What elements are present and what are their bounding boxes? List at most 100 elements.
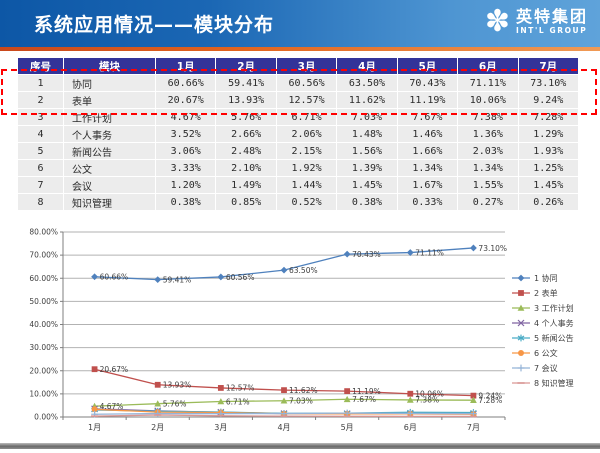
value-cell: 63.50%	[336, 74, 398, 92]
value-cell: 1.48%	[336, 125, 398, 143]
value-cell: 71.11%	[457, 74, 519, 92]
series-7	[91, 409, 477, 418]
svg-text:0.00%: 0.00%	[34, 413, 58, 422]
svg-text:7 会议: 7 会议	[534, 363, 558, 373]
value-cell: 1.34%	[457, 159, 519, 177]
table-header: 序号 模块 1月 2月 3月 4月 5月 6月 7月	[17, 57, 580, 75]
svg-text:71.11%: 71.11%	[415, 248, 444, 257]
value-cell: 1.20%	[154, 176, 217, 194]
value-cell: 1.34%	[396, 159, 459, 177]
table-row: 3 工作计划 4.67% 5.76% 6.71% 7.03% 7.67% 7.38% 7.28%	[17, 108, 580, 126]
svg-text:7.67%: 7.67%	[352, 395, 376, 404]
value-cell: 2.15%	[275, 142, 338, 160]
value-cell: 20.67%	[154, 91, 217, 109]
value-cell: 9.24%	[517, 91, 580, 109]
legend-item-7: 7 会议	[512, 363, 558, 373]
svg-text:4.67%: 4.67%	[100, 402, 124, 411]
value-cell: 1.25%	[517, 159, 580, 177]
value-cell: 59.41%	[215, 74, 277, 92]
value-cell: 73.10%	[517, 74, 580, 92]
svg-text:6 公文: 6 公文	[534, 348, 558, 358]
table-row: 2 表单 20.67% 13.93% 12.57% 11.62% 11.19% 10.06% 9…	[17, 91, 580, 109]
value-cell: 7.03%	[336, 108, 398, 126]
svg-text:50.00%: 50.00%	[29, 297, 58, 306]
value-cell: 3.52%	[154, 125, 217, 143]
svg-text:1月: 1月	[88, 423, 101, 432]
legend-item-8: 8 知识管理	[512, 378, 574, 388]
svg-text:1 协同: 1 协同	[534, 273, 558, 283]
value-cell: 4.67%	[154, 108, 217, 126]
value-cell: 2.66%	[215, 125, 277, 143]
value-cell: 0.52%	[275, 193, 338, 211]
svg-text:2月: 2月	[151, 423, 164, 432]
value-cell: 1.49%	[215, 176, 277, 194]
value-cell: 1.36%	[457, 125, 519, 143]
module-name-cell: 公文	[63, 159, 156, 177]
svg-text:3 工作计划: 3 工作计划	[534, 303, 574, 313]
pinwheel-icon: ✽	[484, 4, 510, 39]
svg-text:11.62%: 11.62%	[289, 386, 318, 395]
module-name-cell: 个人事务	[63, 125, 156, 143]
value-cell: 1.46%	[396, 125, 459, 143]
company-subtitle: INT'L GROUP	[515, 26, 588, 36]
slide-title: 系统应用情况——模块分布	[34, 14, 275, 36]
legend-item-5: 5 新闻公告	[512, 333, 574, 343]
svg-text:30.00%: 30.00%	[29, 343, 58, 352]
series-2	[91, 366, 477, 399]
value-cell: 1.45%	[336, 176, 398, 194]
table-row: 7 会议 1.20% 1.49% 1.44% 1.45% 1.67% 1.55% 1.45%	[17, 176, 580, 194]
svg-text:40.00%: 40.00%	[29, 320, 58, 329]
value-cell: 1.44%	[275, 176, 338, 194]
value-cell: 0.26%	[517, 193, 580, 211]
value-cell: 2.10%	[215, 159, 277, 177]
value-cell: 7.28%	[517, 108, 580, 126]
value-cell: 70.43%	[396, 74, 459, 92]
svg-text:8 知识管理: 8 知识管理	[534, 378, 574, 388]
value-cell: 0.33%	[396, 193, 459, 211]
svg-text:60.66%: 60.66%	[100, 273, 129, 282]
legend-item-2: 2 表单	[512, 288, 558, 298]
series-lines	[90, 244, 478, 418]
value-cell: 0.27%	[457, 193, 519, 211]
module-name-cell: 表单	[63, 91, 156, 109]
svg-text:63.50%: 63.50%	[289, 266, 318, 275]
module-name-cell: 会议	[63, 176, 156, 194]
module-table: 序号 模块 1月 2月 3月 4月 5月 6月 7月 1 协同 60.66% 59.41% 60.56%…	[17, 57, 580, 211]
table-header-cell: 6月	[457, 57, 519, 75]
series-8	[90, 414, 478, 418]
svg-text:9.24%: 9.24%	[478, 391, 502, 400]
value-cell: 1.92%	[275, 159, 338, 177]
value-cell: 60.66%	[154, 74, 217, 92]
row-number-cell: 8	[17, 193, 64, 211]
svg-text:70.00%: 70.00%	[29, 251, 58, 260]
svg-text:80.00%: 80.00%	[29, 228, 58, 237]
footer-bar	[0, 443, 600, 449]
value-cell: 1.66%	[396, 142, 459, 160]
value-cell: 3.33%	[154, 159, 217, 177]
svg-text:4月: 4月	[277, 423, 290, 432]
series-3	[91, 395, 477, 410]
value-cell: 0.38%	[154, 193, 217, 211]
value-cell: 13.93%	[215, 91, 277, 109]
value-cell: 2.48%	[215, 142, 277, 160]
svg-text:59.41%: 59.41%	[163, 275, 192, 284]
table-row: 4 个人事务 3.52% 2.66% 2.06% 1.48% 1.46% 1.36% 1.29%	[17, 125, 580, 143]
svg-text:10.06%: 10.06%	[415, 390, 444, 399]
value-cell: 1.55%	[457, 176, 519, 194]
value-cell: 7.38%	[457, 108, 519, 126]
row-number-cell: 3	[17, 108, 64, 126]
svg-text:60.56%: 60.56%	[226, 273, 255, 282]
legend-item-1: 1 协同	[512, 273, 558, 283]
svg-text:7.38%: 7.38%	[415, 396, 439, 405]
value-cell: 11.62%	[336, 91, 398, 109]
legend-item-6: 6 公文	[512, 348, 558, 358]
svg-text:5.76%: 5.76%	[163, 399, 187, 408]
legend-item-4: 4 个人事务	[512, 318, 574, 328]
svg-text:12.57%: 12.57%	[226, 384, 255, 393]
value-cell: 1.39%	[336, 159, 398, 177]
svg-text:6月: 6月	[404, 423, 417, 432]
value-cell: 2.06%	[275, 125, 338, 143]
svg-text:6.71%: 6.71%	[226, 397, 250, 406]
value-cell: 3.06%	[154, 142, 217, 160]
row-number-cell: 5	[17, 142, 64, 160]
